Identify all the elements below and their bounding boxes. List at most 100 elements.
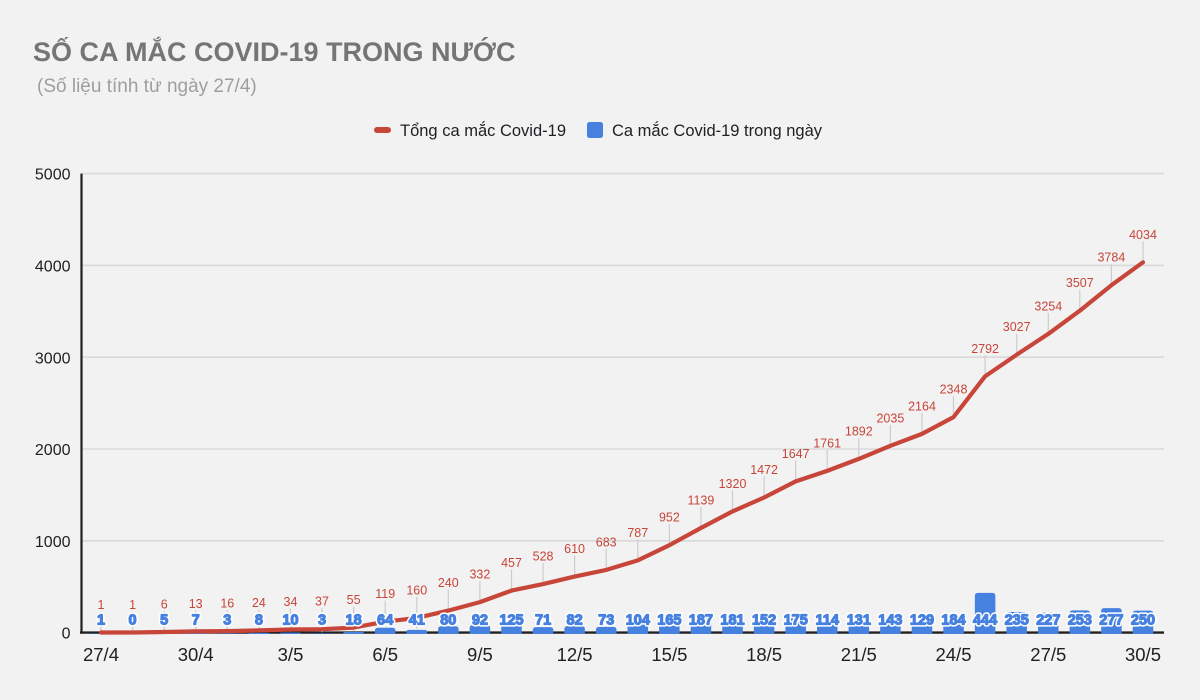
svg-text:1000: 1000 <box>35 534 71 551</box>
svg-text:1: 1 <box>129 598 136 612</box>
svg-text:4034: 4034 <box>1129 228 1157 242</box>
svg-text:119: 119 <box>375 587 395 601</box>
svg-text:15/5: 15/5 <box>651 644 687 665</box>
svg-text:160: 160 <box>406 583 427 597</box>
svg-text:444: 444 <box>973 613 997 629</box>
svg-text:0: 0 <box>129 613 137 629</box>
svg-text:240: 240 <box>438 576 459 590</box>
svg-text:41: 41 <box>409 613 425 629</box>
svg-text:1320: 1320 <box>719 477 747 491</box>
svg-text:184: 184 <box>941 613 965 629</box>
svg-text:1472: 1472 <box>750 463 778 477</box>
svg-text:6/5: 6/5 <box>372 644 398 665</box>
svg-text:3: 3 <box>318 613 326 629</box>
svg-text:80: 80 <box>440 613 456 629</box>
svg-text:125: 125 <box>499 613 523 629</box>
svg-text:181: 181 <box>720 613 744 629</box>
svg-text:13: 13 <box>189 597 203 611</box>
svg-text:175: 175 <box>784 613 808 629</box>
svg-text:227: 227 <box>1036 613 1060 629</box>
svg-text:332: 332 <box>469 568 490 582</box>
svg-text:129: 129 <box>910 613 934 629</box>
svg-text:2792: 2792 <box>971 342 999 356</box>
svg-text:277: 277 <box>1099 613 1123 629</box>
svg-text:10: 10 <box>282 613 298 629</box>
svg-text:152: 152 <box>752 613 776 629</box>
svg-text:187: 187 <box>689 613 713 629</box>
svg-text:253: 253 <box>1068 613 1092 629</box>
svg-text:92: 92 <box>472 613 488 629</box>
svg-text:5000: 5000 <box>35 167 71 184</box>
svg-text:34: 34 <box>284 595 298 609</box>
svg-text:3: 3 <box>318 613 326 629</box>
svg-text:7: 7 <box>192 613 200 629</box>
svg-text:3784: 3784 <box>1097 251 1125 265</box>
svg-text:125: 125 <box>499 613 523 629</box>
svg-text:457: 457 <box>501 556 522 570</box>
svg-text:64: 64 <box>377 613 393 629</box>
svg-text:80: 80 <box>440 613 456 629</box>
svg-text:92: 92 <box>472 613 488 629</box>
svg-text:250: 250 <box>1131 613 1155 629</box>
svg-text:5: 5 <box>160 613 168 629</box>
svg-text:30/4: 30/4 <box>178 644 214 665</box>
svg-text:1: 1 <box>97 613 105 629</box>
svg-text:114: 114 <box>815 613 838 629</box>
svg-text:3000: 3000 <box>35 350 71 367</box>
svg-text:12/5: 12/5 <box>557 644 593 665</box>
svg-text:235: 235 <box>1005 613 1029 629</box>
svg-text:131: 131 <box>847 613 871 629</box>
svg-text:37: 37 <box>315 595 329 609</box>
svg-text:1892: 1892 <box>845 424 873 438</box>
svg-text:21/5: 21/5 <box>841 644 877 665</box>
svg-text:1: 1 <box>98 598 105 612</box>
svg-text:181: 181 <box>720 613 744 629</box>
svg-text:227: 227 <box>1036 613 1060 629</box>
svg-text:129: 129 <box>910 613 934 629</box>
svg-text:1647: 1647 <box>782 447 810 461</box>
svg-text:3027: 3027 <box>1003 320 1031 334</box>
svg-text:82: 82 <box>567 613 583 629</box>
svg-text:30/5: 30/5 <box>1125 644 1161 665</box>
svg-text:73: 73 <box>598 613 614 629</box>
svg-text:64: 64 <box>377 613 393 629</box>
svg-text:253: 253 <box>1068 613 1092 629</box>
svg-text:3507: 3507 <box>1066 276 1094 290</box>
svg-text:18: 18 <box>346 613 362 629</box>
svg-text:24: 24 <box>252 596 266 610</box>
svg-text:104: 104 <box>626 613 650 629</box>
svg-text:2348: 2348 <box>940 383 968 397</box>
svg-text:165: 165 <box>657 613 681 629</box>
svg-text:71: 71 <box>535 613 551 629</box>
svg-text:152: 152 <box>752 613 776 629</box>
svg-text:444: 444 <box>973 613 997 629</box>
svg-text:4000: 4000 <box>35 259 71 276</box>
svg-text:73: 73 <box>598 613 614 629</box>
svg-text:27/5: 27/5 <box>1030 644 1066 665</box>
svg-text:2000: 2000 <box>35 442 71 459</box>
svg-text:6: 6 <box>161 598 168 612</box>
svg-text:18: 18 <box>346 613 362 629</box>
svg-text:8: 8 <box>255 613 263 629</box>
svg-text:528: 528 <box>533 550 554 564</box>
svg-text:55: 55 <box>347 593 361 607</box>
svg-text:27/4: 27/4 <box>83 644 119 665</box>
svg-text:683: 683 <box>596 535 617 549</box>
svg-text:1: 1 <box>97 613 105 629</box>
svg-text:5: 5 <box>160 613 168 629</box>
svg-text:131: 131 <box>847 613 871 629</box>
svg-text:143: 143 <box>878 613 902 629</box>
svg-text:0: 0 <box>129 613 137 629</box>
svg-text:2164: 2164 <box>908 399 936 413</box>
svg-text:952: 952 <box>659 511 680 525</box>
svg-text:41: 41 <box>409 613 425 629</box>
svg-text:610: 610 <box>564 542 585 556</box>
svg-text:18/5: 18/5 <box>746 644 782 665</box>
svg-text:165: 165 <box>657 613 681 629</box>
svg-text:8: 8 <box>255 613 263 629</box>
svg-text:184: 184 <box>941 613 965 629</box>
svg-text:277: 277 <box>1099 613 1123 629</box>
svg-text:10: 10 <box>282 613 298 629</box>
svg-text:787: 787 <box>627 526 648 540</box>
svg-text:9/5: 9/5 <box>467 644 493 665</box>
